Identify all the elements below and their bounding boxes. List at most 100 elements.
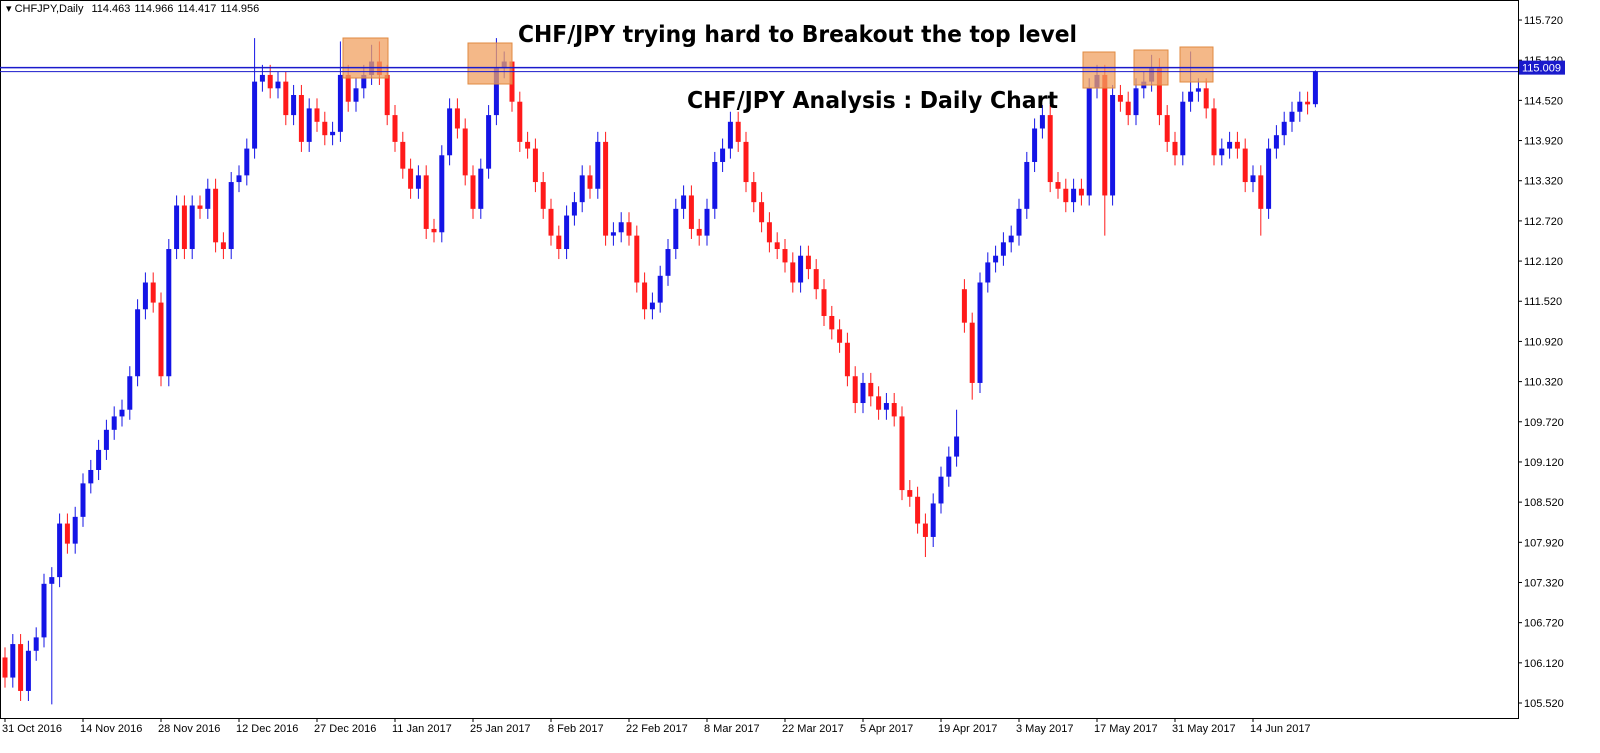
candle-body <box>556 235 562 250</box>
x-tick-label: 22 Feb 2017 <box>626 723 688 735</box>
candle-body <box>743 141 749 183</box>
x-tick-label: 3 May 2017 <box>1016 723 1073 735</box>
candle-body <box>283 81 289 116</box>
candle-body <box>969 322 975 383</box>
candle-body <box>626 222 632 236</box>
candle-body <box>18 644 24 691</box>
candle-body <box>1102 74 1108 196</box>
candle-body <box>587 175 593 189</box>
candle-body <box>291 95 297 116</box>
candle-body <box>486 115 492 169</box>
x-tick-label: 19 Apr 2017 <box>938 723 997 735</box>
candles <box>2 38 1318 705</box>
candle-body <box>345 74 351 102</box>
candle-body <box>938 476 944 504</box>
candle-body <box>228 182 234 250</box>
candle-body <box>899 416 905 491</box>
header-close: 114.956 <box>220 3 259 15</box>
candle-body <box>774 242 780 250</box>
candle-body <box>696 228 702 236</box>
candle-body <box>1250 175 1256 183</box>
y-tick-label: 105.520 <box>1524 698 1564 710</box>
candle-body <box>751 182 757 203</box>
candle-body <box>930 503 936 537</box>
candle-body <box>252 81 258 149</box>
header: ▾ CHFJPY,Daily 114.463 114.966 114.417 114.9… <box>6 3 259 15</box>
candle-body <box>977 282 983 383</box>
candle-body <box>571 202 577 216</box>
candle-body <box>189 205 195 250</box>
candle-body <box>1180 101 1186 156</box>
candle-body <box>1000 242 1006 256</box>
candle-body <box>150 282 156 303</box>
y-tick-label: 115.720 <box>1524 15 1563 27</box>
x-tick-label: 25 Jan 2017 <box>470 723 531 735</box>
candle-body <box>1219 148 1225 156</box>
candle-body <box>735 121 741 142</box>
candle-body <box>579 175 585 203</box>
overlay: 115.009 <box>0 60 1565 75</box>
candle-body <box>1110 95 1116 196</box>
candle-body <box>1039 115 1045 129</box>
candle-body <box>844 342 850 377</box>
candle-body <box>946 456 952 477</box>
candle-body <box>1281 121 1287 136</box>
level-label: 115.009 <box>1522 63 1561 75</box>
candle-body <box>1032 128 1038 162</box>
candle-body <box>1211 108 1217 156</box>
candle-body <box>1234 141 1240 149</box>
candle-body <box>1188 91 1194 102</box>
candle-body <box>915 496 921 524</box>
candle-body <box>727 121 733 149</box>
candle-body <box>1055 182 1061 189</box>
candle-body <box>673 208 679 250</box>
candle-body <box>80 483 86 517</box>
candle-body <box>236 175 242 183</box>
axes: 105.520 106.120 106.720 107.320 107.920 108.5… <box>2 15 1564 735</box>
candle-body <box>891 403 897 417</box>
highlight-box <box>467 42 513 85</box>
candle-body <box>88 469 94 484</box>
candle-body <box>1297 101 1303 112</box>
candle-body <box>2 657 8 678</box>
candle-body <box>766 222 772 243</box>
x-tick-label: 12 Dec 2016 <box>236 723 298 735</box>
candle-body <box>41 583 47 638</box>
x-tick-label: 5 Apr 2017 <box>860 723 913 735</box>
candle-body <box>1008 235 1014 243</box>
y-tick-label: 110.320 <box>1524 377 1563 389</box>
candle-body <box>447 108 453 156</box>
candle-body <box>158 302 164 377</box>
x-tick-label: 14 Jun 2017 <box>1250 723 1311 735</box>
candle-body <box>634 235 640 283</box>
candle-body <box>540 182 546 209</box>
candle-body <box>1117 95 1123 102</box>
candle-body <box>415 175 421 189</box>
candle-body <box>1164 115 1170 142</box>
y-tick-label: 107.320 <box>1524 577 1564 589</box>
candle-body <box>876 396 882 410</box>
candle-body <box>907 490 913 497</box>
y-tick-label: 109.120 <box>1524 457 1564 469</box>
candle-body <box>1203 88 1209 109</box>
highlight-box <box>1082 51 1116 89</box>
candle-body <box>860 382 866 404</box>
candle-body <box>782 249 788 263</box>
candle-body <box>1273 135 1279 149</box>
candle-body <box>1312 71 1318 105</box>
candle-body <box>1071 188 1077 203</box>
symbol: CHFJPY,Daily <box>15 3 84 15</box>
candle-body <box>220 242 226 250</box>
candle-body <box>837 329 843 343</box>
candle-body <box>1242 148 1248 183</box>
y-tick-label: 111.520 <box>1524 296 1562 308</box>
y-tick-label: 107.920 <box>1524 537 1564 549</box>
candle-body <box>813 269 819 290</box>
candle-body <box>517 101 523 142</box>
candle-body <box>72 516 78 544</box>
candle-body <box>470 175 476 209</box>
x-tick-label: 8 Mar 2017 <box>704 723 760 735</box>
candle-body <box>1172 141 1178 156</box>
candle-body <box>720 148 726 162</box>
